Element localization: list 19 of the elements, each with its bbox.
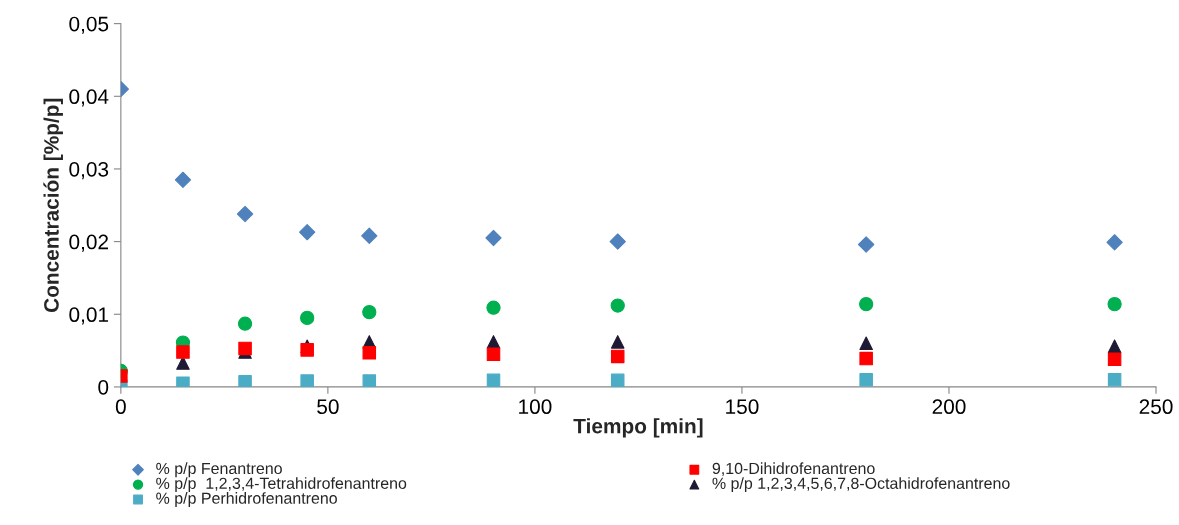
- x-tick-label: 50: [317, 399, 339, 415]
- legend-label: % p/p Perhidrofenantreno: [156, 492, 337, 508]
- y-axis-title: Concentración [%p/p]: [43, 98, 63, 313]
- x-tick-label: 100: [519, 399, 552, 415]
- x-tick-label: 200: [932, 399, 966, 415]
- y-tick-label: 0,01: [69, 307, 109, 325]
- y-tick-label: 0,03: [69, 161, 109, 180]
- legend-label: % p/p 1,2,3,4,5,6,7,8-Octahidrofenantreno: [712, 477, 1010, 493]
- legend-label: % p/p Fenantreno: [156, 462, 282, 478]
- x-tick-label: 0: [115, 399, 126, 415]
- x-tick-label: 150: [726, 399, 759, 415]
- legend-label: 9,10-Dihidrofenantreno: [712, 462, 875, 476]
- x-tick-label: 250: [1139, 399, 1173, 415]
- y-tick-label: 0: [98, 379, 109, 395]
- y-tick-label: 0,05: [69, 16, 109, 34]
- x-axis-title: Tiempo [min]: [573, 418, 703, 438]
- y-tick-label: 0,04: [69, 89, 109, 107]
- legend-label: % p/p 1,2,3,4-Tetrahidrofenantreno: [156, 477, 407, 493]
- y-tick-label: 0,02: [69, 234, 108, 252]
